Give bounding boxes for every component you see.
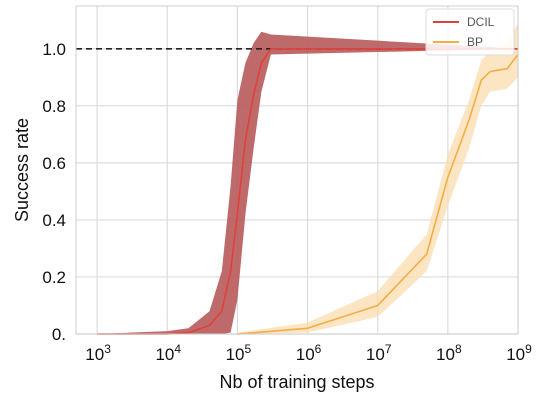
series-lines [97, 48, 519, 335]
plot-frame [75, 5, 519, 335]
y-axis-label: Success rate [12, 118, 32, 222]
x-tick-label: 104 [155, 342, 181, 364]
x-tick-label: 109 [506, 342, 532, 364]
y-tick-label: 0. [52, 325, 66, 344]
x-tick-label: 103 [85, 342, 111, 364]
x-tick-label: 105 [226, 342, 252, 364]
legend: DCIL BP [425, 8, 515, 56]
x-tick-label: 108 [436, 342, 462, 364]
y-tick-labels: 0. 0.2 0.4 0.6 0.8 1.0 [42, 40, 66, 344]
x-tick-label: 106 [296, 342, 322, 364]
series-line-dcil [97, 48, 518, 335]
legend-label-bp: BP [467, 35, 483, 49]
legend-label-dcil: DCIL [467, 15, 495, 29]
x-tick-labels: 103 104 105 106 107 108 109 [85, 342, 532, 364]
y-tick-label: 0.4 [42, 211, 66, 230]
series-line-bp [237, 54, 519, 335]
x-tick-label: 107 [366, 342, 392, 364]
y-tick-label: 1.0 [42, 40, 66, 59]
y-tick-label: 0.2 [42, 268, 66, 287]
y-tick-label: 0.6 [42, 154, 66, 173]
y-tick-label: 0.8 [42, 97, 66, 116]
x-axis-label: Nb of training steps [219, 372, 374, 392]
legend-box [425, 8, 515, 56]
